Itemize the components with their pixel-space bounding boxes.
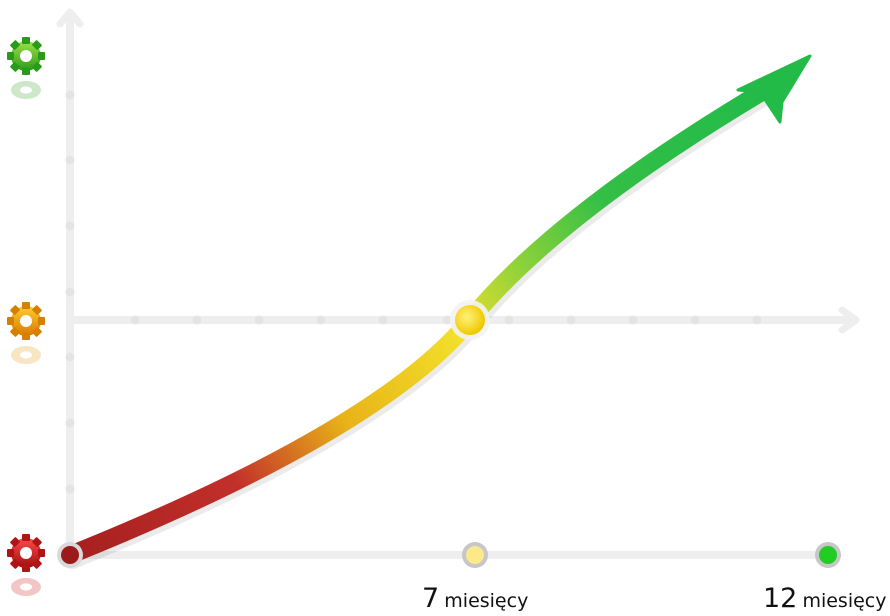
milestone-number: 12 [763, 583, 798, 614]
milestone-unit: miesięcy [444, 590, 529, 612]
growth-arrowhead [736, 54, 812, 124]
milestone-marker-12 [815, 542, 841, 568]
y-axis [56, 8, 84, 559]
milestone-label-12: 12 miesięcy [763, 583, 887, 614]
milestone-unit: miesięcy [802, 590, 887, 612]
milestone-label-7: 7 miesięcy [422, 583, 528, 614]
gear-icon-red [7, 534, 45, 596]
milestone-marker-7 [462, 542, 488, 568]
gear-icon-green [7, 37, 45, 99]
start-point [57, 542, 83, 568]
midpoint-marker [450, 300, 490, 340]
milestone-number: 7 [422, 583, 440, 614]
gear-icon-orange [7, 302, 45, 364]
